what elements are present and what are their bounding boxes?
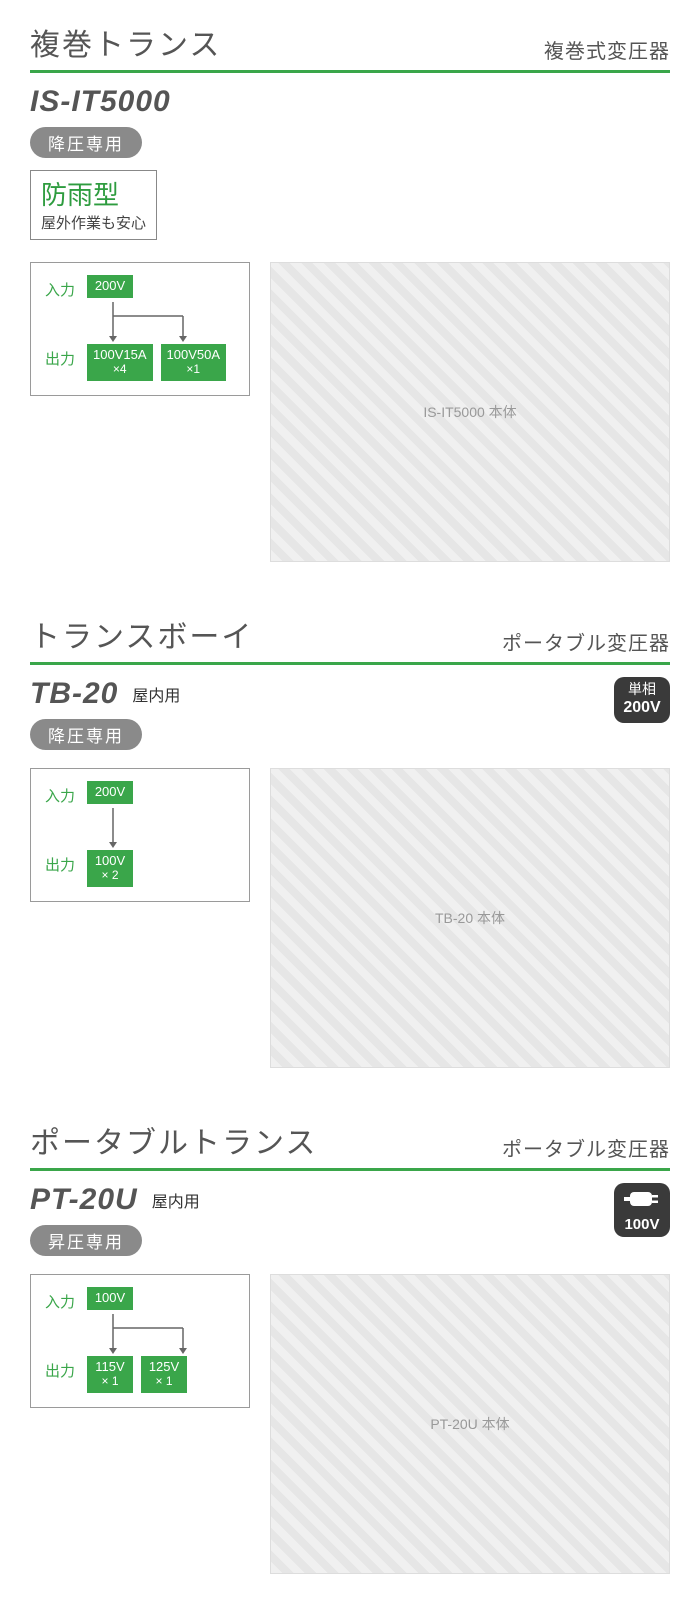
- plug-icon: [624, 1189, 660, 1209]
- output-chip: 100V50A×1: [161, 344, 227, 381]
- output-label: 出力: [45, 1356, 79, 1381]
- input-chip: 200V: [87, 275, 133, 298]
- product-image: IS-IT5000 本体: [270, 262, 670, 562]
- io-flow-arrow: [83, 302, 223, 342]
- model-number: TB-20: [30, 677, 118, 711]
- usage-label: 屋内用: [132, 682, 180, 706]
- io-flow-arrow: [83, 808, 143, 848]
- output-chip: 100V× 2: [87, 850, 133, 887]
- output-chip: 125V× 1: [141, 1356, 187, 1393]
- feature-box: 防雨型屋外作業も安心: [30, 170, 157, 240]
- output-label: 出力: [45, 850, 79, 875]
- io-diagram: 入力 200V 出力 100V× 2: [30, 768, 250, 902]
- plug-badge: 100V: [614, 1183, 670, 1237]
- phase-badge-line1: 単相: [622, 681, 662, 698]
- phase-badge-line2: 200V: [622, 698, 662, 717]
- category-title: ポータブルトランス: [30, 1118, 317, 1162]
- category-header: ポータブルトランス ポータブル変圧器: [30, 1118, 670, 1171]
- product-image: TB-20 本体: [270, 768, 670, 1068]
- category-subtitle: ポータブル変圧器: [502, 627, 670, 656]
- model-number: IS-IT5000: [30, 85, 171, 119]
- io-diagram: 入力 200V 出力 100V15A×4100V50A×1: [30, 262, 250, 396]
- usage-label: 屋内用: [152, 1188, 200, 1212]
- phase-badge: 単相200V: [614, 677, 670, 723]
- type-pill: 降圧専用: [30, 127, 142, 158]
- product-card: 複巻トランス 複巻式変圧器 IS-IT5000 降圧専用防雨型屋外作業も安心入力 200…: [0, 0, 700, 592]
- input-label: 入力: [45, 275, 79, 300]
- category-title: トランスボーイ: [30, 612, 253, 656]
- feature-sub: 屋外作業も安心: [41, 212, 146, 233]
- input-chip: 100V: [87, 1287, 133, 1310]
- category-header: 複巻トランス 複巻式変圧器: [30, 20, 670, 73]
- category-subtitle: ポータブル変圧器: [502, 1133, 670, 1162]
- output-chip: 100V15A×4: [87, 344, 153, 381]
- model-number: PT-20U: [30, 1183, 138, 1217]
- category-title: 複巻トランス: [30, 20, 221, 64]
- feature-main: 防雨型: [41, 175, 146, 212]
- type-pill: 昇圧専用: [30, 1225, 142, 1256]
- output-label: 出力: [45, 344, 79, 369]
- plug-badge-voltage: 100V: [622, 1216, 662, 1233]
- type-pill: 降圧専用: [30, 719, 142, 750]
- product-card: トランスボーイポータブル変圧器TB-20屋内用降圧専用単相200V入力200V出…: [0, 592, 700, 1098]
- io-flow-arrow: [83, 1314, 223, 1354]
- product-card: ポータブルトランス ポータブル変圧器 PT-20U 屋内用昇圧専用 100V 入力 100V…: [0, 1098, 700, 1604]
- product-image: PT-20U 本体: [270, 1274, 670, 1574]
- io-diagram: 入力 100V 出力 115V× 1125V× 1: [30, 1274, 250, 1408]
- category-subtitle: 複巻式変圧器: [544, 35, 670, 64]
- input-chip: 200V: [87, 781, 133, 804]
- input-label: 入力: [45, 781, 79, 806]
- output-chip: 115V× 1: [87, 1356, 133, 1393]
- category-header: トランスボーイ ポータブル変圧器: [30, 612, 670, 665]
- input-label: 入力: [45, 1287, 79, 1312]
